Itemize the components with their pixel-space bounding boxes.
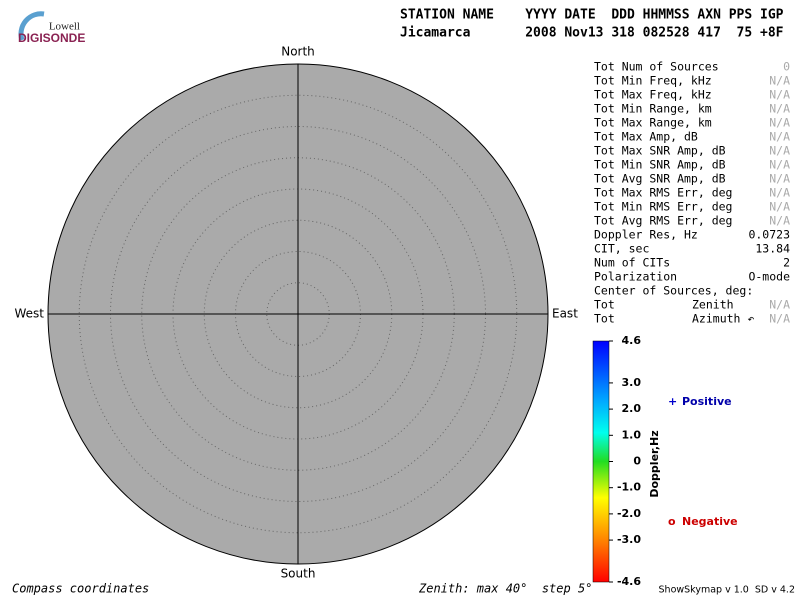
- stat-value: N/A: [769, 116, 790, 130]
- stat-value: N/A: [769, 130, 790, 144]
- header-columns: STATION NAME YYYY DATE DDD HHMMSS AXN PP…: [400, 8, 784, 23]
- stat-label: Tot Min Freq, kHz: [594, 74, 712, 88]
- stat-label: Tot Max SNR Amp, dB: [594, 144, 726, 158]
- stat-label: Tot Max RMS Err, deg: [594, 186, 732, 200]
- colorbar-tick-label: -1.0: [617, 481, 641, 494]
- stat-value: N/A: [769, 74, 790, 88]
- stat-label: Tot Max Freq, kHz: [594, 88, 712, 102]
- stat-value: N/A: [769, 88, 790, 102]
- stat-value: N/A: [769, 158, 790, 172]
- colorbar-tick-label: -4.6: [617, 575, 641, 588]
- stat-label: Tot Min Range, km: [594, 102, 712, 116]
- stat-value: N/A: [769, 186, 790, 200]
- stat-value: 0: [783, 60, 790, 74]
- negative-symbol: o: [668, 515, 676, 528]
- stat-value: 2: [783, 256, 790, 270]
- stat-label: Tot Max Range, km: [594, 116, 712, 130]
- positive-symbol: +: [668, 395, 677, 408]
- stat-label: CIT, sec: [594, 242, 649, 256]
- colorbar: Doppler,Hz 4.6 3.0 2.0 1.0 0 -1.0 -2.0 -3.0 -4.6: [592, 334, 661, 588]
- north-label: North: [281, 45, 315, 59]
- stat-value: N/A: [769, 102, 790, 116]
- stat-label: Tot Max Amp, dB: [594, 130, 698, 144]
- stat-label: Tot Avg SNR Amp, dB: [594, 172, 726, 186]
- stat-label: Tot: [594, 298, 615, 312]
- colorbar-tick-label: 4.6: [622, 334, 642, 347]
- polar-plot: North South West East: [14, 45, 578, 581]
- legend: + Positive o Negative: [668, 395, 738, 528]
- east-label: East: [552, 307, 578, 321]
- stat-label: Tot: [594, 312, 615, 326]
- stat-value: N/A: [769, 172, 790, 186]
- stat-value: N/A: [769, 200, 790, 214]
- colorbar-tick-label: 3.0: [622, 376, 642, 389]
- stat-value: N/A: [769, 214, 790, 228]
- stat-label: Tot Min SNR Amp, dB: [594, 158, 726, 172]
- colorbar-scale: [592, 340, 610, 583]
- colorbar-tick-label: 1.0: [622, 428, 642, 441]
- header-values: Jicamarca 2008 Nov13 318 082528 417 75 +…: [400, 26, 784, 41]
- colorbar-title: Doppler,Hz: [648, 430, 661, 497]
- colorbar-tick-label: -2.0: [617, 507, 641, 520]
- logo-top: Lowell: [49, 21, 80, 33]
- stat-label: Num of CITs: [594, 256, 670, 270]
- stat-sublabel: Azimuth ↶: [692, 312, 754, 326]
- stat-value: 0.0723: [748, 228, 790, 242]
- colorbar-tick-label: 2.0: [622, 402, 642, 415]
- footer-center: Zenith: max 40° step 5°: [418, 582, 592, 596]
- south-label: South: [281, 567, 316, 581]
- colorbar-tick-label: 0: [633, 455, 641, 468]
- logo-arc: [18, 11, 45, 41]
- logo-bottom: DIGISONDE: [18, 31, 85, 45]
- stat-sublabel: Zenith: [692, 298, 734, 312]
- stat-value: O-mode: [748, 270, 790, 284]
- positive-label: Positive: [682, 395, 732, 408]
- stat-value: N/A: [769, 312, 790, 326]
- logo: Lowell DIGISONDE: [18, 11, 85, 45]
- stat-label: Doppler Res, Hz: [594, 228, 698, 242]
- stat-label: Center of Sources, deg:: [594, 284, 753, 298]
- footer-left: Compass coordinates: [12, 582, 149, 596]
- stat-label: Tot Num of Sources: [594, 60, 719, 74]
- stat-label: Polarization: [594, 270, 677, 284]
- footer-right: ShowSkymap v 1.0 SD v 4.2: [659, 585, 795, 596]
- stat-label: Tot Min RMS Err, deg: [594, 200, 732, 214]
- stat-value: N/A: [769, 298, 790, 312]
- stat-value: N/A: [769, 144, 790, 158]
- stat-value: 13.84: [755, 242, 790, 256]
- stats-panel: Tot Num of Sources 0 Tot Min Freq, kHz N/A T…: [594, 60, 790, 326]
- colorbar-tick-label: -3.0: [617, 533, 641, 546]
- negative-label: Negative: [682, 515, 738, 528]
- west-label: West: [14, 307, 44, 321]
- stat-label: Tot Avg RMS Err, deg: [594, 214, 732, 228]
